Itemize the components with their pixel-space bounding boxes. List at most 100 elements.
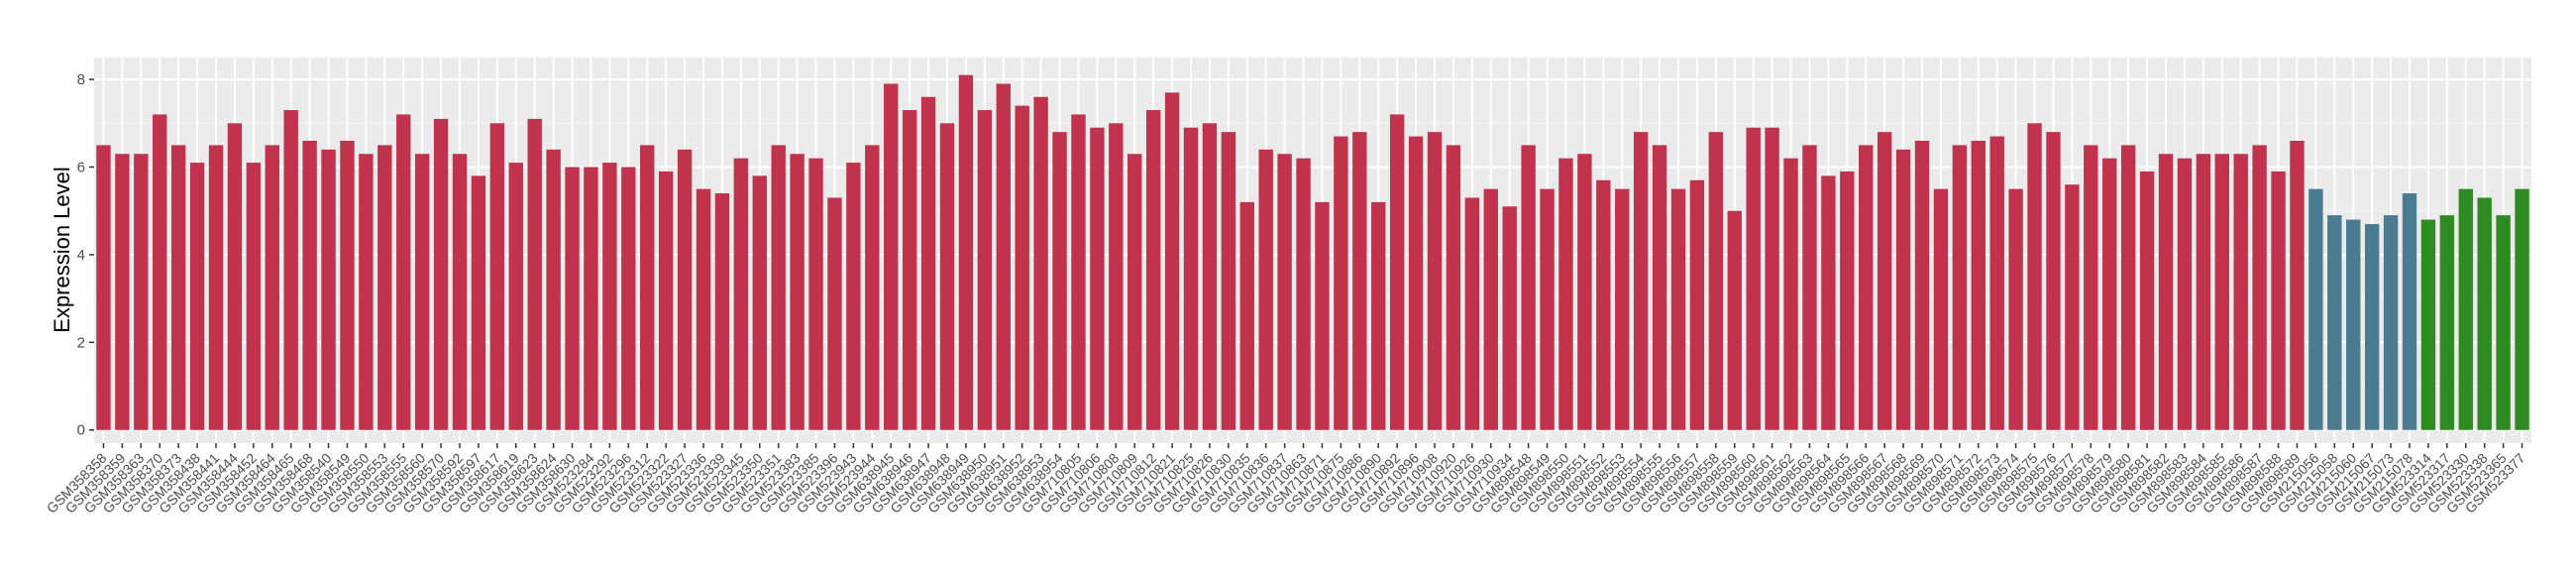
bar <box>1558 158 1573 430</box>
bar <box>2084 145 2098 430</box>
bar <box>1446 145 1461 430</box>
bar <box>489 123 505 430</box>
bar <box>1615 188 1630 430</box>
y-tick-label: 8 <box>77 71 85 88</box>
bar <box>283 110 298 430</box>
bar <box>546 149 561 430</box>
bar <box>414 154 430 430</box>
bar <box>1859 145 1874 430</box>
bar <box>2496 215 2511 430</box>
bar <box>1783 158 1798 430</box>
bar <box>302 140 317 430</box>
bar <box>1408 136 1424 430</box>
bar <box>752 175 767 430</box>
bar <box>1989 136 2004 430</box>
bar <box>1877 132 1892 430</box>
bar <box>1502 206 1517 430</box>
bar <box>2420 219 2436 430</box>
bar <box>1315 201 1330 430</box>
bar <box>2027 123 2042 430</box>
bar <box>2046 132 2061 430</box>
bar <box>1952 145 1968 430</box>
bar <box>396 114 411 430</box>
bar <box>1090 127 1105 430</box>
bar <box>1071 114 1086 430</box>
bar <box>1821 175 1836 430</box>
bar <box>1577 154 1592 430</box>
bar <box>1540 188 1555 430</box>
bar <box>884 83 899 430</box>
y-axis-title: Expression Level <box>50 167 74 333</box>
bar <box>1727 210 1742 430</box>
bar <box>1933 188 1949 430</box>
bar <box>1895 149 1911 430</box>
bar <box>1033 96 1048 430</box>
bar <box>1689 179 1705 430</box>
bar <box>2271 171 2286 430</box>
bar <box>2196 154 2211 430</box>
bar <box>1296 158 1311 430</box>
bar <box>2439 215 2455 430</box>
bar <box>265 145 279 430</box>
bar <box>771 145 786 430</box>
bar <box>2158 154 2174 430</box>
bar <box>790 154 805 430</box>
bar <box>1239 201 1254 430</box>
bar <box>827 197 842 430</box>
bar <box>115 154 130 430</box>
bar <box>677 149 693 430</box>
bar <box>1652 145 1667 430</box>
bar <box>1334 136 1348 430</box>
bar <box>452 154 468 430</box>
bar <box>696 188 711 430</box>
bar <box>2477 197 2492 430</box>
bar <box>658 171 674 430</box>
bar <box>1746 127 1761 430</box>
bar <box>340 140 355 430</box>
bar <box>1971 140 1986 430</box>
bar <box>1914 140 1930 430</box>
bar <box>1352 132 1367 430</box>
bar <box>939 123 955 430</box>
bar <box>2308 188 2323 430</box>
bar <box>920 96 936 430</box>
bar <box>1052 132 1067 430</box>
bar <box>321 149 336 430</box>
bar <box>996 83 1011 430</box>
bar <box>2383 215 2399 430</box>
bar <box>2515 188 2529 430</box>
bar <box>1464 197 1480 430</box>
bar <box>2120 145 2136 430</box>
bar <box>1202 123 1218 430</box>
bar <box>1145 110 1161 430</box>
bar <box>134 154 149 430</box>
bar <box>1015 105 1029 430</box>
bar <box>153 114 167 430</box>
bar <box>1277 154 1292 430</box>
bar <box>958 74 974 430</box>
bar <box>2252 145 2267 430</box>
bar <box>96 145 111 430</box>
bar <box>1521 145 1536 430</box>
bar <box>621 167 636 430</box>
bar <box>2327 215 2342 430</box>
bar <box>508 163 523 430</box>
y-tick-label: 0 <box>77 422 85 439</box>
bar <box>733 158 749 430</box>
bar <box>865 145 880 430</box>
bar <box>714 193 730 430</box>
bar <box>808 158 823 430</box>
bar <box>1127 154 1142 430</box>
bar <box>1389 114 1405 430</box>
bar <box>1708 132 1724 430</box>
bar <box>640 145 655 430</box>
bar <box>527 118 542 430</box>
bar <box>1258 149 1273 430</box>
bar <box>902 110 917 430</box>
bar <box>2346 219 2361 430</box>
bar <box>977 110 993 430</box>
bar <box>1427 132 1443 430</box>
bar <box>189 163 205 430</box>
